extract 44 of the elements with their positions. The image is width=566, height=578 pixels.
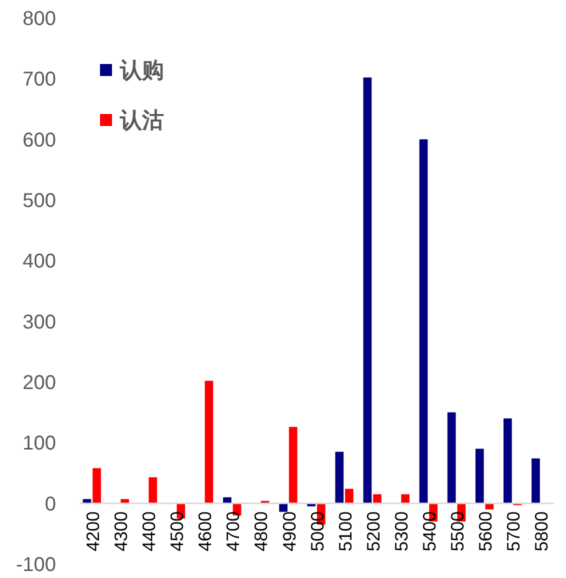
x-tick-label: 5100 <box>335 511 356 552</box>
x-tick-label: 5600 <box>476 511 496 552</box>
x-tick-label: 4200 <box>82 511 103 552</box>
x-tick-label: 4800 <box>251 511 272 552</box>
bar <box>475 448 484 504</box>
y-tick-label: 100 <box>22 432 56 455</box>
legend-label: 认购 <box>119 58 164 83</box>
bar <box>279 503 288 512</box>
bar <box>363 77 372 504</box>
y-tick-label: 500 <box>22 190 56 212</box>
x-tick-label: 4600 <box>195 511 216 552</box>
x-tick-label: 5200 <box>363 511 384 552</box>
x-tick-label: 4700 <box>223 511 244 552</box>
x-tick-label: 4900 <box>279 511 300 552</box>
y-tick-label: 200 <box>22 372 56 394</box>
x-tick-label: 5500 <box>448 511 468 552</box>
bar <box>335 452 344 504</box>
x-tick-label: 5000 <box>307 511 328 552</box>
legend-label: 认沽 <box>119 108 164 133</box>
bar <box>373 494 382 504</box>
bar <box>345 488 354 504</box>
bar <box>532 458 540 504</box>
bar <box>288 426 298 504</box>
y-tick-label: 0 <box>44 493 56 516</box>
bar <box>204 380 214 504</box>
x-tick-label: 5300 <box>391 511 412 552</box>
bar <box>419 139 428 504</box>
x-tick-label: 5700 <box>504 511 524 552</box>
bar <box>447 412 456 504</box>
x-tick-label: 4300 <box>110 511 131 552</box>
bar <box>92 468 101 504</box>
bar <box>504 418 512 504</box>
y-tick-label: -100 <box>16 554 56 576</box>
y-tick-label: 800 <box>22 8 56 30</box>
x-tick-label: 4500 <box>167 511 188 552</box>
bar <box>148 477 158 504</box>
y-tick-label: 600 <box>22 129 56 152</box>
y-tick-label: 400 <box>22 250 56 273</box>
x-tick-label: 5400 <box>419 511 440 552</box>
x-tick-label: 5800 <box>532 511 552 552</box>
y-tick-label: 700 <box>22 68 56 91</box>
x-tick-label: 4400 <box>139 511 160 552</box>
y-tick-label: 300 <box>22 311 56 334</box>
bar <box>401 494 410 504</box>
